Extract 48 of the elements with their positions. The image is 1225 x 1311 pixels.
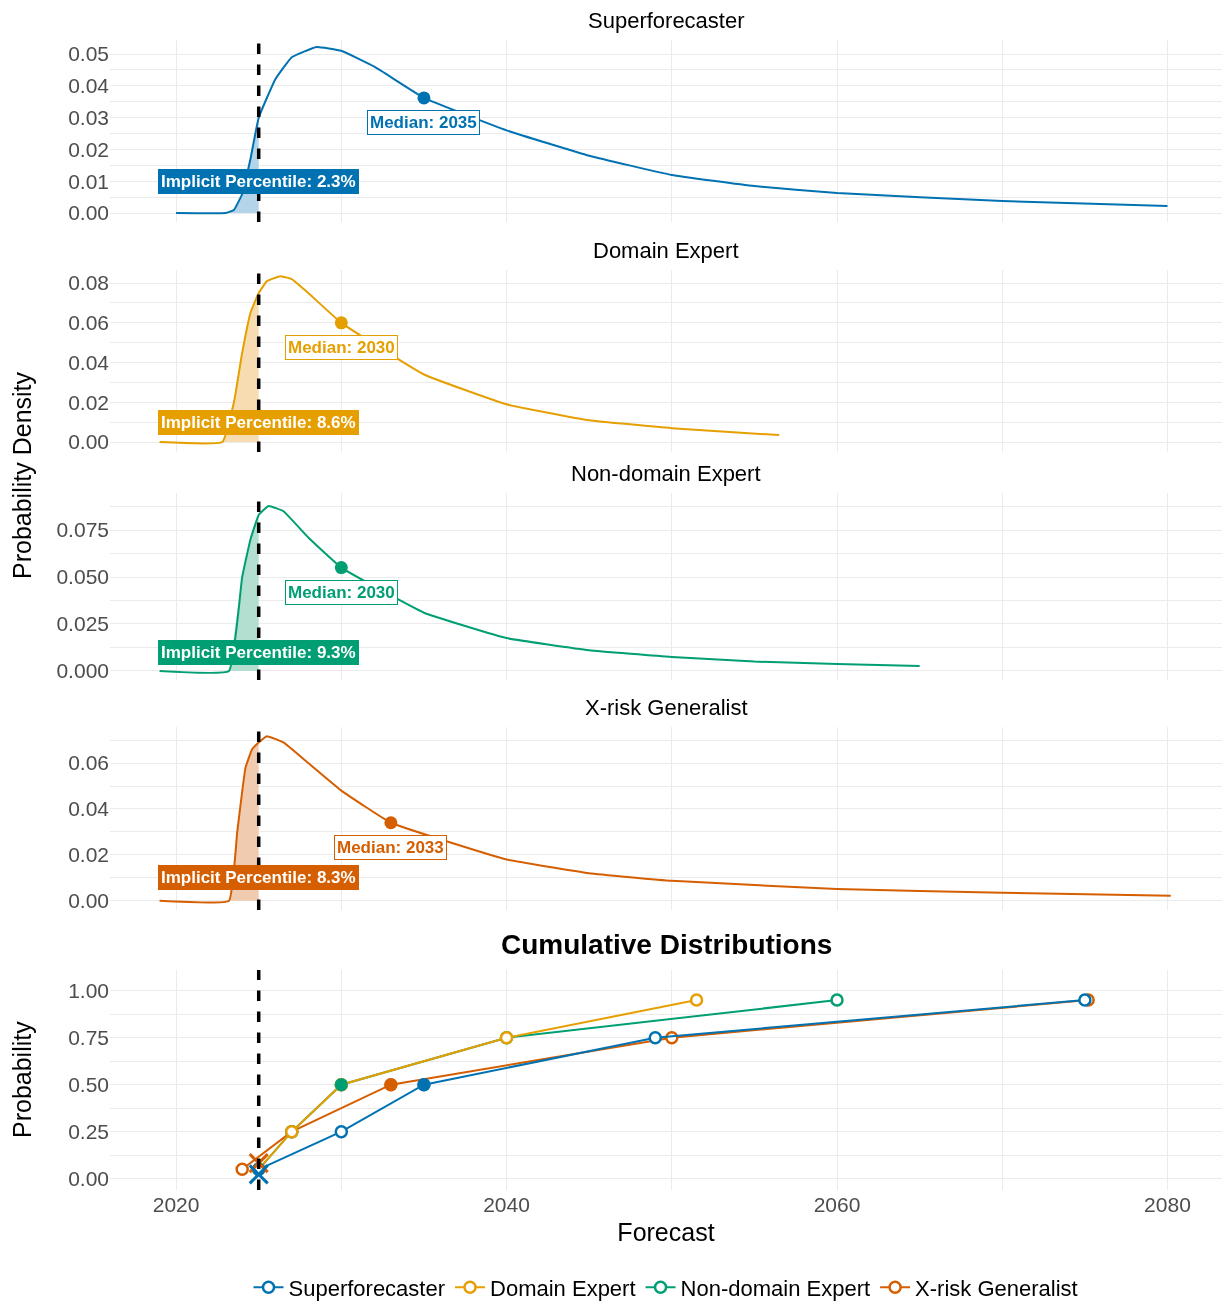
- y-tick-label: 0.000: [56, 659, 109, 683]
- y-tick-label: 0.00: [68, 430, 109, 454]
- annotation: Median: 2033: [337, 838, 444, 857]
- y-tick-label: 0.075: [56, 518, 109, 542]
- chart-title: Non-domain Expert: [571, 461, 761, 486]
- annotation: Implicit Percentile: 8.3%: [161, 868, 356, 887]
- chart-title: Cumulative Distributions: [501, 929, 833, 960]
- annotation: Implicit Percentile: 9.3%: [161, 643, 356, 662]
- y-tick-label: 0.25: [68, 1120, 109, 1144]
- y-tick-label: 0.04: [68, 350, 110, 374]
- y-axis-title: Probability: [8, 1020, 36, 1138]
- annotation: Median: 2030: [288, 338, 395, 357]
- y-tick-label: 0.02: [68, 390, 109, 414]
- x-axis-title: Forecast: [617, 1218, 715, 1246]
- chart-title: Domain Expert: [593, 238, 739, 263]
- x-tick-label: 2060: [813, 1193, 861, 1216]
- legend-label: X-risk Generalist: [915, 1275, 1078, 1301]
- y-tick-label: 0.75: [68, 1026, 109, 1050]
- y-tick-label: 0.00: [68, 1167, 109, 1191]
- x-tick-label: 2080: [1144, 1193, 1191, 1216]
- y-tick-label: 0.50: [68, 1073, 109, 1097]
- y-tick-label: 0.02: [68, 843, 109, 867]
- y-tick-label: 0.025: [56, 612, 109, 636]
- y-tick-label: 0.04: [68, 74, 110, 98]
- y-tick-label: 0.050: [56, 565, 109, 589]
- legend-label: Non-domain Expert: [680, 1275, 871, 1301]
- y-axis-title: Probability Density: [8, 371, 36, 579]
- y-tick-label: 0.02: [68, 137, 109, 161]
- y-tick-label: 0.00: [68, 889, 109, 913]
- y-tick-label: 0.00: [68, 201, 109, 225]
- y-tick-label: 0.03: [68, 105, 109, 129]
- y-tick-label: 0.04: [68, 797, 110, 821]
- legend-label: Superforecaster: [288, 1275, 446, 1301]
- y-tick-label: 0.06: [68, 751, 109, 775]
- y-tick-label: 0.05: [68, 42, 109, 66]
- annotation: Implicit Percentile: 8.6%: [161, 413, 356, 432]
- y-tick-label: 0.06: [68, 311, 109, 335]
- annotation: Median: 2035: [370, 113, 477, 132]
- y-tick-label: 1.00: [68, 979, 109, 1003]
- annotation: Implicit Percentile: 2.3%: [161, 172, 356, 191]
- chart-title: Superforecaster: [588, 8, 745, 33]
- x-tick-label: 2040: [483, 1193, 530, 1216]
- chart-title: X-risk Generalist: [585, 695, 748, 720]
- legend-label: Domain Expert: [490, 1275, 636, 1301]
- annotation: Median: 2030: [288, 583, 395, 602]
- x-tick-label: 2020: [152, 1193, 200, 1216]
- y-tick-label: 0.01: [68, 169, 109, 193]
- y-tick-label: 0.08: [68, 271, 109, 295]
